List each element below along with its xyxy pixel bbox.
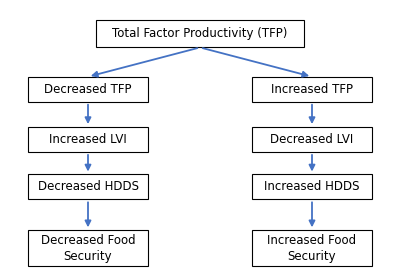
Text: Decreased TFP: Decreased TFP [44, 83, 132, 96]
FancyBboxPatch shape [96, 20, 304, 47]
FancyBboxPatch shape [28, 230, 148, 266]
Text: Increased TFP: Increased TFP [271, 83, 353, 96]
FancyBboxPatch shape [28, 127, 148, 152]
FancyBboxPatch shape [28, 77, 148, 102]
FancyBboxPatch shape [28, 174, 148, 199]
Text: Increased LVI: Increased LVI [49, 133, 127, 146]
Text: Decreased Food
Security: Decreased Food Security [41, 234, 135, 263]
FancyBboxPatch shape [252, 77, 372, 102]
Text: Decreased HDDS: Decreased HDDS [38, 181, 138, 193]
FancyBboxPatch shape [252, 127, 372, 152]
Text: Increased Food
Security: Increased Food Security [268, 234, 356, 263]
FancyBboxPatch shape [252, 174, 372, 199]
Text: Increased HDDS: Increased HDDS [264, 181, 360, 193]
Text: Total Factor Productivity (TFP): Total Factor Productivity (TFP) [112, 27, 288, 40]
Text: Decreased LVI: Decreased LVI [270, 133, 354, 146]
FancyBboxPatch shape [252, 230, 372, 266]
